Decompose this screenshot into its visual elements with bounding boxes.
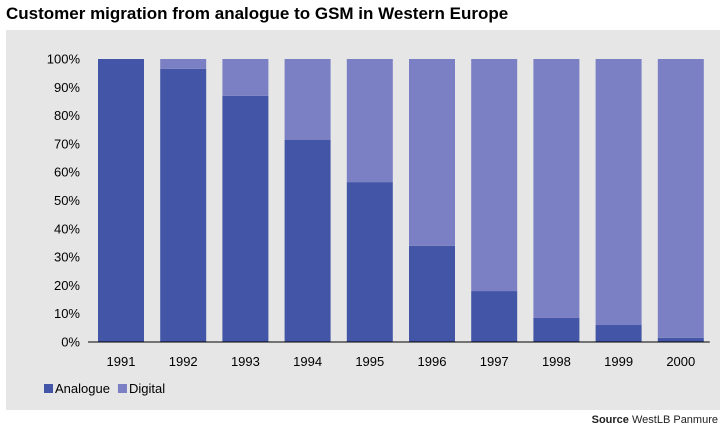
x-tick-label: 1997 xyxy=(480,354,509,369)
bar-digital-1993 xyxy=(222,59,269,96)
bar-digital-1998 xyxy=(533,59,580,318)
bars-group xyxy=(98,59,704,342)
x-tick-label: 1996 xyxy=(418,354,447,369)
y-tick-label: 50% xyxy=(54,193,80,208)
y-axis: 0% 10% 20% 30% 40% 50% 60% 70% 80% 90% 100% xyxy=(47,52,81,350)
bar-digital-1995 xyxy=(346,59,393,183)
legend-swatch-digital xyxy=(117,384,127,393)
bar-digital-1999 xyxy=(595,59,642,326)
legend: Analogue Digital xyxy=(44,381,165,396)
bar-analogue-1994 xyxy=(284,139,331,342)
y-tick-label: 0% xyxy=(61,335,80,350)
bar-digital-1994 xyxy=(284,59,331,140)
y-tick-label: 60% xyxy=(54,165,80,180)
x-tick-label: 1993 xyxy=(231,354,260,369)
y-tick-label: 90% xyxy=(54,80,80,95)
x-tick-label: 1994 xyxy=(293,354,322,369)
bar-analogue-2000 xyxy=(657,337,704,342)
legend-label-analogue: Analogue xyxy=(55,381,110,396)
bar-analogue-1999 xyxy=(595,325,642,342)
source-label: Source xyxy=(591,414,629,426)
legend-swatch-analogue xyxy=(44,384,53,393)
bar-digital-1996 xyxy=(409,59,455,246)
y-tick-label: 80% xyxy=(54,108,80,123)
bar-digital-1992 xyxy=(160,59,207,69)
chart-svg: 0%10%20%30%40%50%60%70%80%90%100% 1991 19… xyxy=(44,52,710,396)
bar-analogue-1997 xyxy=(471,291,518,342)
y-tick-label: 40% xyxy=(54,221,80,236)
legend-label-digital: Digital xyxy=(129,381,165,396)
bar-analogue-1991 xyxy=(98,59,144,342)
x-tick-label: 1999 xyxy=(604,354,633,369)
source-note: Source WestLB Panmure xyxy=(592,414,718,426)
y-tick-label: 20% xyxy=(54,278,80,293)
bar-digital-2000 xyxy=(657,59,704,338)
x-tick-label: 1992 xyxy=(169,354,198,369)
x-tick-label: 1995 xyxy=(355,354,384,369)
chart-panel: 0% 10% 20% 30% 40% 50% 60% 70% 80% 90% 100% 1991 19… xyxy=(6,30,720,410)
y-tick-label: 100% xyxy=(47,52,81,67)
x-axis: 1991 1992 1993 1994 1995 1996 1997 1998 1999 2000 xyxy=(88,341,710,369)
x-tick-label: 2000 xyxy=(666,354,695,369)
bar-digital-1997 xyxy=(471,59,518,292)
y-tick-label: 70% xyxy=(54,136,80,151)
source-text: WestLB Panmure xyxy=(631,414,718,426)
y-tick-label: 30% xyxy=(54,250,80,265)
x-tick-label: 1998 xyxy=(542,354,571,369)
bar-analogue-1993 xyxy=(222,95,269,342)
bar-analogue-1992 xyxy=(160,68,207,342)
y-tick-label: 10% xyxy=(54,306,80,321)
chart-title: Customer migration from analogue to GSM … xyxy=(6,4,509,23)
bar-analogue-1996 xyxy=(409,245,455,342)
x-tick-label: 1991 xyxy=(107,354,136,369)
bar-analogue-1995 xyxy=(346,182,393,342)
bar-analogue-1998 xyxy=(533,317,580,342)
